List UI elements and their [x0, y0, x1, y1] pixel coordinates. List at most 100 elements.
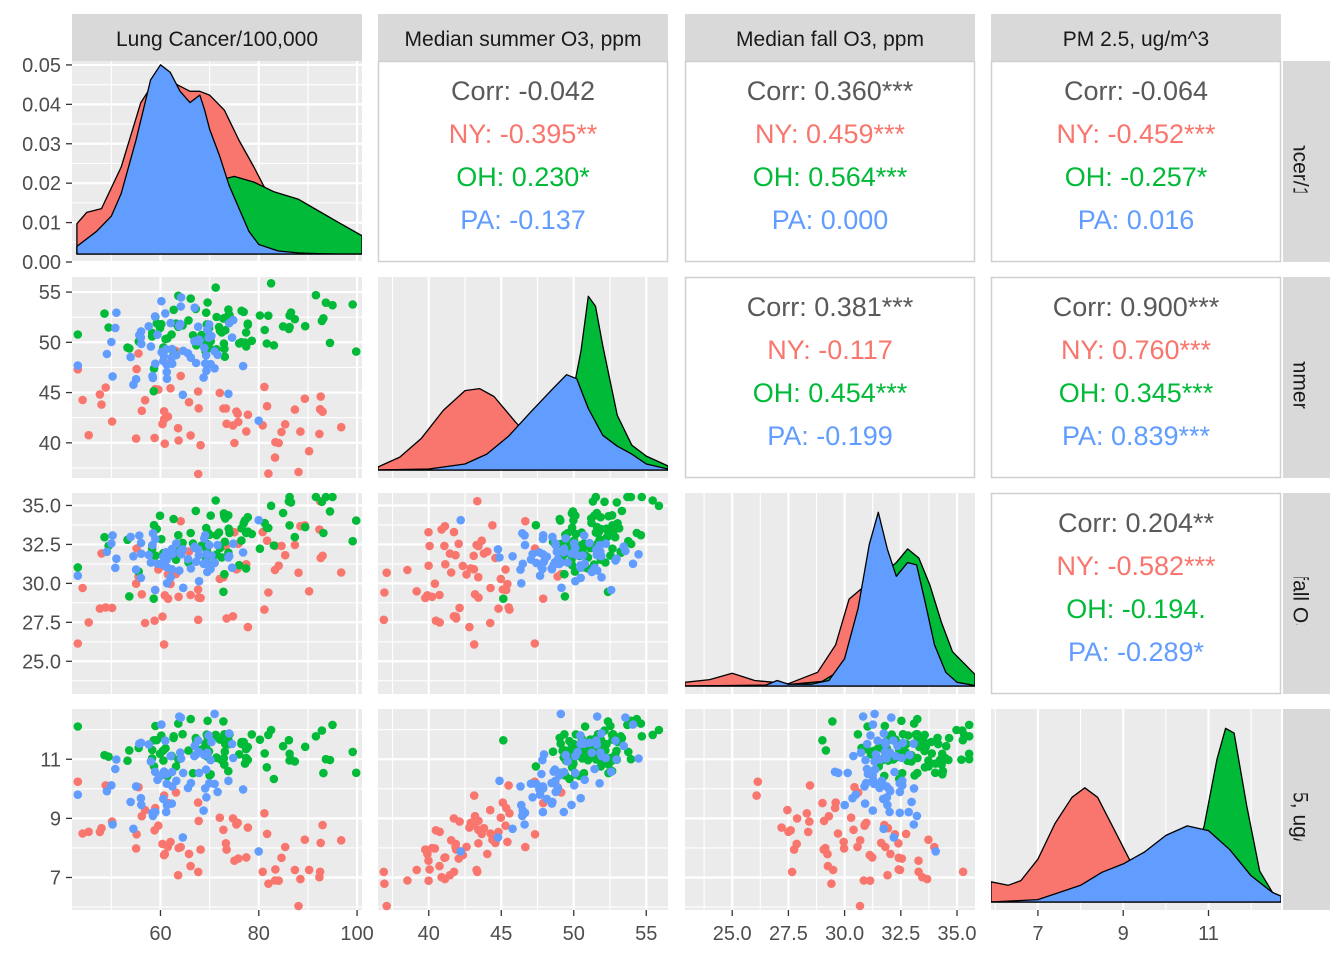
point-pa [556, 558, 566, 567]
point-pa [879, 729, 889, 738]
point-pa [151, 359, 160, 369]
point-pa [878, 794, 888, 804]
point-ny [435, 618, 445, 627]
x-tick-label: 60 [149, 923, 171, 945]
point-pa [551, 787, 560, 797]
point-oh [159, 756, 168, 765]
point-pa [889, 736, 898, 745]
point-ny [753, 777, 763, 786]
point-ny [137, 406, 147, 416]
point-pa [238, 361, 248, 371]
x-tick-label: 45 [490, 923, 512, 945]
point-ny [78, 395, 87, 405]
point-ny [382, 901, 392, 911]
point-oh [636, 530, 646, 540]
point-ny [451, 614, 461, 623]
point-ny [84, 430, 93, 440]
corr-label-ny: NY: 0.459*** [755, 119, 906, 149]
point-ny [186, 431, 195, 440]
point-pa [108, 372, 117, 381]
point-pa [567, 800, 576, 810]
point-pa [879, 824, 888, 834]
point-pa [157, 720, 166, 729]
strip-top-median-fall-o3-ppm: Median fall O3, ppm [685, 14, 975, 61]
point-ny [451, 550, 460, 560]
point-ny [805, 817, 814, 826]
point-ny [486, 583, 495, 593]
strip-top-background [991, 14, 1281, 61]
point-oh [224, 305, 233, 314]
point-oh [234, 339, 244, 348]
point-pa [194, 335, 204, 345]
point-pa [238, 548, 248, 557]
point-ny [789, 845, 799, 854]
strip-top-background [378, 14, 668, 61]
strip-top-lung-cancer-100-000: Lung Cancer/100,000 [72, 14, 362, 61]
strip-top-label: Median fall O3, ppm [736, 28, 924, 51]
point-oh [125, 592, 134, 601]
point-oh [604, 511, 613, 521]
point-pa [199, 806, 208, 815]
point-ny [424, 561, 433, 570]
point-oh [237, 524, 246, 533]
point-pa [862, 739, 872, 749]
point-pa [175, 712, 184, 721]
point-oh [241, 328, 251, 337]
x-axis-col-2: 40 45 50 55 [418, 910, 657, 945]
point-pa [227, 333, 237, 342]
point-oh [325, 338, 335, 348]
strip-right-background [1283, 493, 1330, 694]
point-pa [538, 807, 548, 817]
y-tick-label: 35.0 [22, 495, 61, 517]
point-ny [73, 777, 83, 786]
point-pa [849, 751, 858, 761]
point-oh [260, 749, 270, 758]
point-oh [911, 730, 921, 739]
panel-r4-c2 [378, 709, 668, 911]
point-oh [874, 743, 883, 753]
point-ny [379, 615, 389, 625]
point-pa [129, 380, 138, 390]
correlation-panel-border [684, 276, 976, 479]
point-ny [262, 536, 272, 545]
point-ny [805, 781, 815, 790]
point-ny [290, 865, 300, 875]
point-oh [311, 290, 321, 300]
point-pa [161, 736, 170, 745]
point-ny [280, 420, 290, 429]
point-ny [881, 842, 890, 852]
point-oh [278, 508, 288, 518]
point-pa [634, 550, 643, 559]
y-axis-row-1: 0.00 0.01 0.02 0.03 0.04 0.05 [22, 55, 72, 274]
point-ny [280, 842, 290, 852]
point-oh [608, 729, 618, 739]
point-oh [262, 763, 272, 772]
point-ny [501, 821, 510, 830]
point-oh [648, 496, 657, 505]
point-oh [897, 716, 906, 726]
point-ny [462, 570, 471, 579]
point-oh [278, 741, 288, 751]
point-pa [202, 793, 211, 802]
point-ny [107, 603, 117, 613]
point-oh [178, 729, 187, 739]
point-ny [501, 565, 510, 574]
point-ny [221, 839, 231, 848]
point-oh [319, 528, 328, 538]
point-ny [922, 874, 932, 884]
strip-right-background [1283, 709, 1330, 910]
point-ny [219, 404, 228, 413]
panel-r1-c2: Corr: -0.042 NY: -0.395** OH: 0.230* PA: -0… [377, 60, 669, 263]
point-oh [247, 336, 257, 346]
point-oh [909, 719, 919, 728]
point-pa [131, 782, 141, 791]
point-ny [193, 387, 203, 396]
point-ny [530, 830, 540, 839]
point-pa [619, 741, 628, 751]
point-pa [597, 729, 606, 738]
point-oh [321, 754, 331, 764]
point-oh [328, 720, 337, 730]
correlation-panel-border [990, 276, 1282, 479]
point-pa [254, 416, 263, 426]
point-oh [560, 569, 569, 579]
